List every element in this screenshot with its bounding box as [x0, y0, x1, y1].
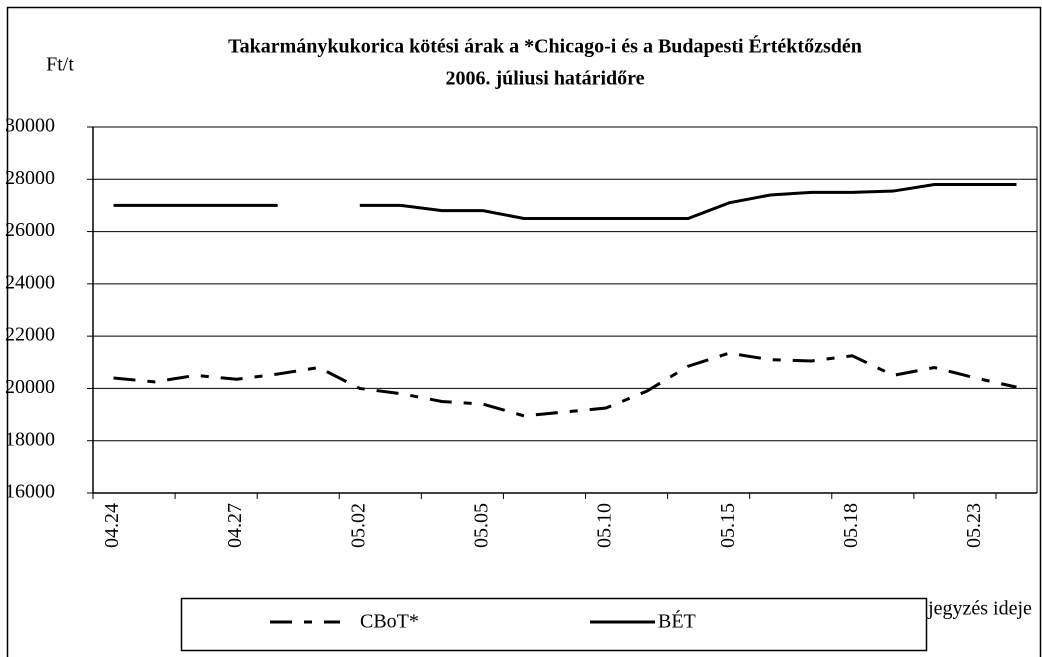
y-tick-label: 30000: [5, 115, 55, 137]
legend-label: CBoT*: [360, 611, 419, 633]
y-tick-label: 28000: [5, 167, 55, 189]
x-tick-label: 05.18: [840, 503, 862, 548]
chart-title: 2006. júliusi határidőre: [445, 68, 644, 90]
y-tick-label: 16000: [5, 481, 55, 503]
legend-label: BÉT: [658, 610, 696, 633]
series-line: [113, 351, 1017, 418]
x-tick-label: 05.10: [594, 503, 616, 548]
x-tick-label: 05.05: [471, 503, 493, 548]
legend: [180, 597, 928, 652]
x-tick-label: 05.02: [347, 503, 369, 548]
x-axis-label: jegyzés ideje: [927, 598, 1032, 620]
frame: [6, 6, 1042, 657]
x-tick-label: 05.15: [717, 503, 739, 548]
chart-title: Takarmánykukorica kötési árak a *Chicago…: [228, 35, 862, 58]
x-tick-label: 04.24: [101, 503, 123, 548]
y-tick-label: 24000: [5, 271, 55, 293]
y-tick-label: 20000: [5, 376, 55, 398]
y-axis-label: Ft/t: [46, 54, 74, 76]
y-tick-label: 22000: [5, 324, 55, 346]
y-tick-label: 26000: [5, 219, 55, 241]
x-tick-label: 05.23: [963, 503, 985, 548]
series-line: [113, 183, 1017, 220]
x-tick-label: 04.27: [224, 503, 246, 548]
y-tick-label: 18000: [5, 428, 55, 450]
